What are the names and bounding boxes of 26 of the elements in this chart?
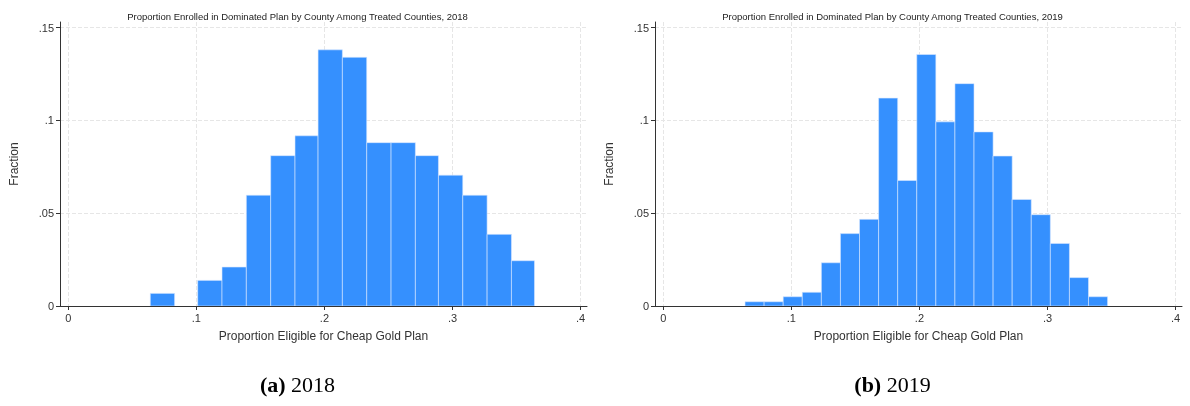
x-tick-label: 0 (660, 311, 667, 324)
x-axis-title: Proportion Eligible for Cheap Gold Plan (218, 329, 429, 343)
x-tick-label: .1 (191, 311, 201, 324)
y-tick-label: .1 (639, 114, 649, 127)
y-tick-label: 0 (642, 300, 649, 312)
text: (a) 2018 (259, 371, 336, 397)
x-tick-label: .1 (786, 311, 796, 324)
y-axis-title: Fraction (7, 142, 21, 186)
x-tick-label: .4 (1171, 311, 1181, 324)
x-tick-label: .3 (447, 311, 458, 324)
y-tick-label: .05 (633, 207, 649, 220)
y-tick-label: .15 (38, 21, 54, 34)
x-tick-label: .4 (576, 311, 586, 324)
chart-title: Proportion Enrolled in Dominated Plan by County Among Treated Counties, 2018 (127, 10, 468, 22)
x-tick-label: .2 (914, 311, 925, 324)
x-tick-label: 0 (65, 311, 72, 324)
chart-title: Proportion Enrolled in Dominated Plan by County Among Treated Counties, 2019 (722, 10, 1063, 22)
y-tick-label: .1 (44, 114, 54, 127)
y-tick-label: .15 (633, 21, 649, 34)
y-tick-label: 0 (47, 300, 54, 312)
x-axis-title: Proportion Eligible for Cheap Gold Plan (813, 329, 1024, 343)
y-axis-title: Fraction (602, 142, 616, 186)
text: (b) 2019 (854, 371, 931, 397)
x-tick-label: .3 (1042, 311, 1053, 324)
x-tick-label: .2 (319, 311, 330, 324)
y-tick-label: .05 (38, 207, 54, 220)
